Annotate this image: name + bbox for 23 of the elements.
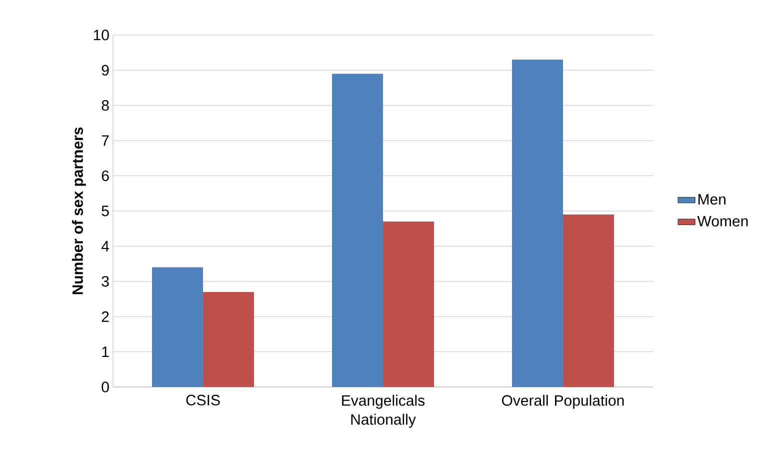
bar: [563, 214, 614, 387]
y-tick-label: 1: [102, 346, 109, 357]
y-tick-label: 10: [94, 30, 109, 40]
y-tick-label: 5: [102, 206, 109, 216]
bar: [512, 60, 563, 387]
bar: [152, 267, 204, 387]
y-tick-label: 2: [102, 311, 109, 322]
y-tick-label: 7: [102, 135, 109, 146]
x-tick-label: CSIS: [186, 394, 220, 406]
x-tick-label: Evangelicals Nationally: [342, 394, 425, 428]
bar: [383, 222, 434, 387]
y-tick-label: 3: [102, 276, 109, 287]
y-axis-title: Number of sex partners: [72, 127, 86, 294]
y-tick-label: 6: [102, 170, 109, 182]
y-tick-label: 9: [102, 64, 109, 76]
legend-label: Women: [697, 216, 748, 226]
y-tick-label: 8: [102, 100, 109, 111]
legend-label: Men: [698, 194, 726, 205]
y-tick-label: 4: [101, 241, 110, 252]
y-tick-label: 0: [102, 382, 109, 392]
x-tick-label: Overall Population: [502, 394, 624, 409]
bar: [332, 74, 383, 387]
bar: [203, 292, 254, 387]
